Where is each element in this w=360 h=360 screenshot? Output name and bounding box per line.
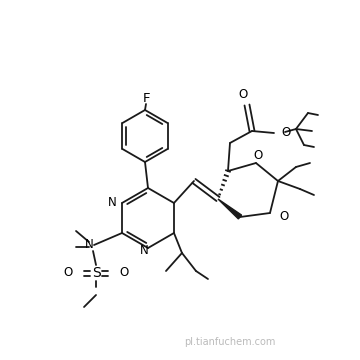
Polygon shape [218,199,242,219]
Text: N: N [85,238,94,252]
Text: F: F [142,93,150,105]
Text: O: O [63,266,73,279]
Text: pl.tianfuchem.com: pl.tianfuchem.com [184,337,276,347]
Text: O: O [238,89,248,102]
Text: N: N [108,195,117,208]
Text: N: N [140,243,149,256]
Text: O: O [120,266,129,279]
Text: O: O [279,210,288,222]
Text: O: O [281,126,290,139]
Text: O: O [253,149,262,162]
Text: S: S [92,266,100,280]
